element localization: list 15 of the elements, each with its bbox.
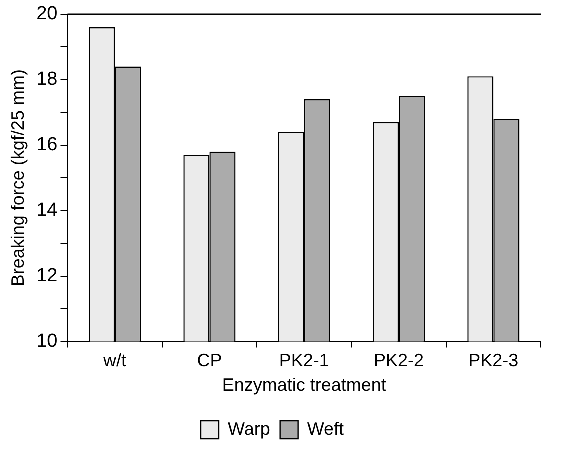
legend-label: Weft [307,418,344,439]
x-tick-label: CP [197,350,222,371]
x-tick-label: PK2-2 [374,350,424,371]
x-tick-label: w/t [102,350,127,371]
y-tick-label: 16 [36,134,58,156]
y-tick-label: 18 [36,69,58,90]
y-tick-label: 10 [36,331,58,352]
y-tick-label: 20 [36,4,58,25]
x-tick-label: PK2-1 [279,350,330,371]
y-tick-label: 12 [36,266,58,287]
x-axis-title: Enzymatic treatment [222,375,386,396]
legend-label: Warp [228,418,270,439]
y-axis-title: Breaking force (kgf/25 mm) [8,70,28,287]
x-tick-label: PK2-3 [468,350,519,371]
y-tick-label: 14 [36,200,58,222]
